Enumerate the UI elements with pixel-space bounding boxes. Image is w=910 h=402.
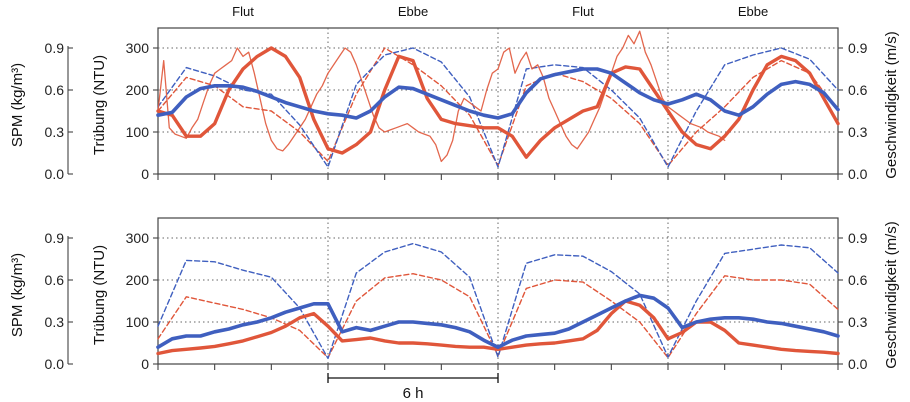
panel-bottom: 0 100 200 300 0.0 0.3 0.6 0.9 0.0 0.3 0.6 0.9 SPM (k… bbox=[9, 217, 900, 372]
turbidity-tick-label: 300 bbox=[126, 230, 150, 246]
spm-tick-label: 0.3 bbox=[45, 124, 65, 140]
turbidity-tick-label: 100 bbox=[126, 124, 150, 140]
phase-label-2: Flut bbox=[572, 4, 594, 19]
spm-axis-label: SPM (kg/m³) bbox=[9, 253, 26, 337]
velocity-tick-label: 0.0 bbox=[848, 166, 868, 182]
turbidity-tick-label: 100 bbox=[126, 314, 150, 330]
velocity-tick-label: 0.9 bbox=[848, 230, 868, 246]
velocity-tick-label: 0.6 bbox=[848, 272, 868, 288]
velocity-tick-label: 0.0 bbox=[848, 356, 868, 372]
velocity-axis-label: Geschwindigkeit (m/s) bbox=[883, 221, 900, 369]
series-velocity bbox=[156, 67, 840, 120]
phase-labels: Flut Ebbe Flut Ebbe bbox=[232, 4, 768, 19]
time-scale-bar: 6 h bbox=[327, 373, 499, 402]
velocity-tick-label: 0.3 bbox=[848, 314, 868, 330]
velocity-tick-label: 0.6 bbox=[848, 82, 868, 98]
series-velocity-dashed bbox=[157, 242, 839, 360]
turbidity-tick-label: 200 bbox=[126, 272, 150, 288]
velocity-tick-label: 0.3 bbox=[848, 124, 868, 140]
panel-top: 0 100 200 300 0.0 0.3 0.6 0.9 0.0 0.3 0.6 0.9 SPM (k… bbox=[9, 27, 900, 182]
spm-tick-label: 0.3 bbox=[45, 314, 65, 330]
series-turbidity-raw bbox=[157, 30, 726, 163]
series-velocity bbox=[156, 293, 840, 349]
scale-bar-label: 6 h bbox=[403, 385, 424, 402]
spm-tick-label: 0.0 bbox=[45, 166, 65, 182]
spm-tick-label: 0.9 bbox=[45, 40, 65, 56]
phase-label-0: Flut bbox=[232, 4, 254, 19]
phase-label-1: Ebbe bbox=[398, 4, 428, 19]
turbidity-tick-label: 200 bbox=[126, 82, 150, 98]
series-velocity-dashed bbox=[157, 47, 839, 168]
turbidity-tick-label: 0 bbox=[141, 166, 149, 182]
turbidity-tick-label: 300 bbox=[126, 40, 150, 56]
turbidity-tick-label: 0 bbox=[141, 356, 149, 372]
spm-tick-label: 0.0 bbox=[45, 356, 65, 372]
turbidity-axis-label: Trübung (NTU) bbox=[91, 55, 108, 155]
velocity-axis-label: Geschwindigkeit (m/s) bbox=[883, 31, 900, 179]
spm-tick-label: 0.9 bbox=[45, 230, 65, 246]
spm-tick-label: 0.6 bbox=[45, 82, 65, 98]
turbidity-axis-label: Trübung (NTU) bbox=[91, 245, 108, 345]
phase-label-3: Ebbe bbox=[738, 4, 768, 19]
series-turbidity-smooth bbox=[156, 299, 840, 356]
velocity-tick-label: 0.9 bbox=[848, 40, 868, 56]
spm-tick-label: 0.6 bbox=[45, 272, 65, 288]
series-turbidity-dashed bbox=[157, 47, 839, 167]
series-turbidity-smooth bbox=[156, 46, 840, 159]
spm-axis-label: SPM (kg/m³) bbox=[9, 63, 26, 147]
